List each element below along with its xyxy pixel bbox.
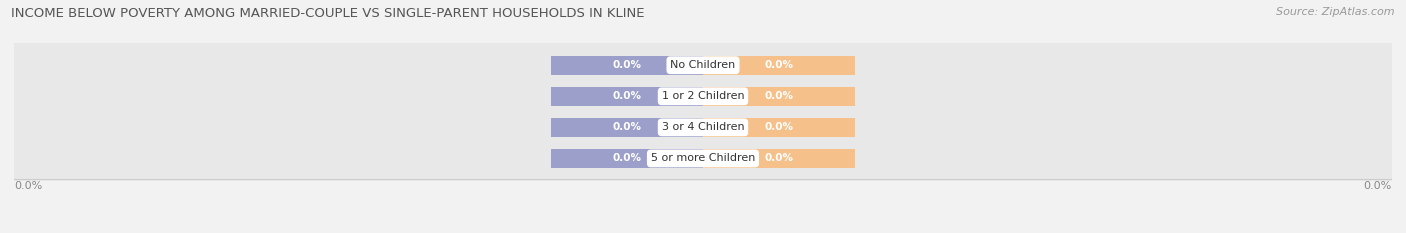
Bar: [703, 149, 855, 168]
Text: 0.0%: 0.0%: [765, 91, 793, 101]
Bar: [551, 118, 703, 137]
Bar: [703, 56, 855, 75]
Text: 0.0%: 0.0%: [1364, 181, 1392, 191]
Text: 1 or 2 Children: 1 or 2 Children: [662, 91, 744, 101]
Bar: [14, 74, 1392, 119]
Text: Source: ZipAtlas.com: Source: ZipAtlas.com: [1277, 7, 1395, 17]
Text: 3 or 4 Children: 3 or 4 Children: [662, 122, 744, 132]
Text: 0.0%: 0.0%: [765, 154, 793, 163]
Bar: [551, 149, 703, 168]
Text: INCOME BELOW POVERTY AMONG MARRIED-COUPLE VS SINGLE-PARENT HOUSEHOLDS IN KLINE: INCOME BELOW POVERTY AMONG MARRIED-COUPL…: [11, 7, 645, 20]
Bar: [703, 118, 855, 137]
Bar: [551, 87, 703, 106]
Text: 0.0%: 0.0%: [613, 122, 641, 132]
Text: 0.0%: 0.0%: [765, 60, 793, 70]
Bar: [14, 105, 1392, 150]
Bar: [703, 87, 855, 106]
Text: 0.0%: 0.0%: [613, 60, 641, 70]
Text: 0.0%: 0.0%: [613, 154, 641, 163]
Text: 5 or more Children: 5 or more Children: [651, 154, 755, 163]
Text: 0.0%: 0.0%: [14, 181, 42, 191]
Bar: [551, 56, 703, 75]
Bar: [14, 136, 1392, 181]
Text: 0.0%: 0.0%: [765, 122, 793, 132]
Bar: [14, 43, 1392, 88]
Text: 0.0%: 0.0%: [613, 91, 641, 101]
Text: No Children: No Children: [671, 60, 735, 70]
Legend: Married Couples, Single Parents: Married Couples, Single Parents: [589, 230, 817, 233]
